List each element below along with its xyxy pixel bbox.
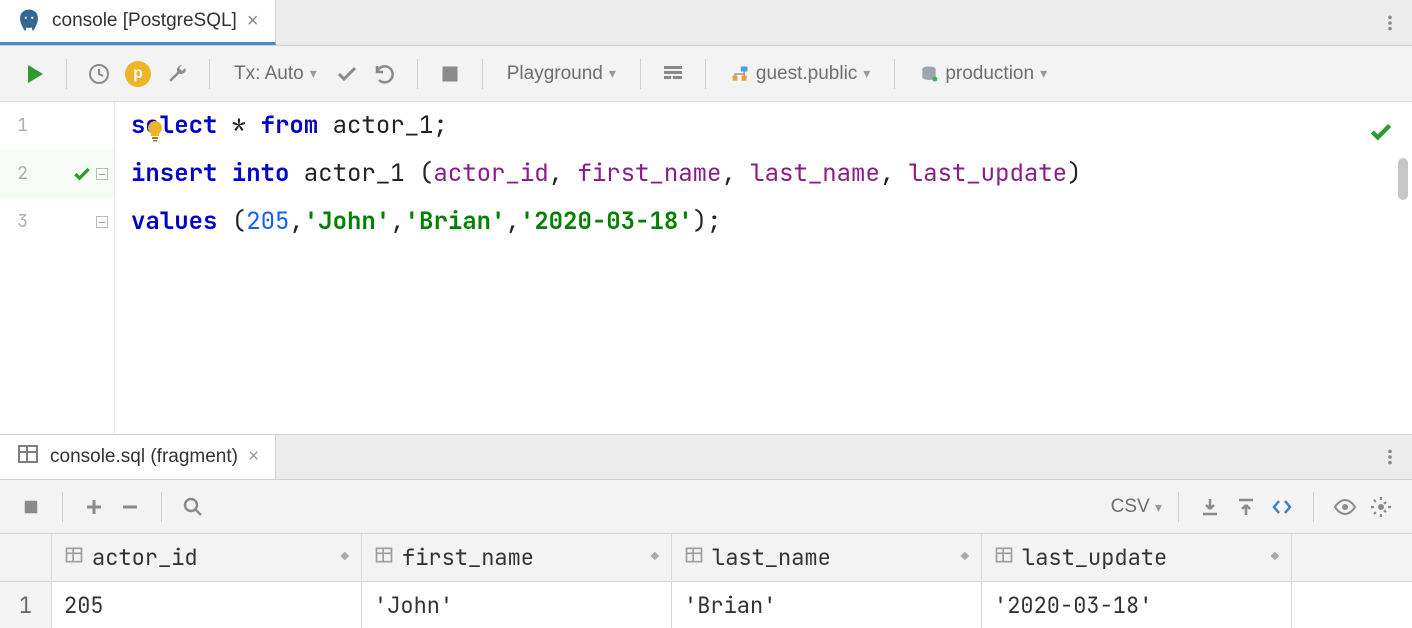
close-icon[interactable]: × [248,446,259,468]
sort-icon[interactable]: ◆ [1271,548,1279,566]
inspection-ok-icon[interactable] [1368,114,1394,162]
close-icon[interactable]: × [247,10,259,33]
postgres-icon [16,8,42,34]
column-label: actor_id [92,543,198,572]
table-icon [16,442,40,472]
column-label: last_name [712,543,831,572]
gear-icon[interactable] [1366,490,1396,524]
database-icon [919,64,939,84]
schema-label: guest.public [756,63,857,85]
editor-gutter: 1 2 3 [0,102,115,434]
chevron-down-icon: ▾ [310,65,317,82]
results-tab[interactable]: console.sql (fragment) × [0,435,276,479]
column-icon [684,543,704,572]
export-format-dropdown[interactable]: CSV ▾ [1111,496,1162,518]
column-label: first_name [402,543,534,572]
tab-options-icon[interactable] [1368,0,1412,45]
sort-icon[interactable]: ◆ [961,548,969,566]
history-icon[interactable] [83,56,115,92]
playground-label: Playground [507,63,603,85]
column-header[interactable]: actor_id ◆ [52,534,362,580]
sort-icon[interactable]: ◆ [651,548,659,566]
line-number: 2 [0,150,32,198]
cell[interactable]: 'Brian' [672,582,982,628]
chevron-down-icon: ▾ [1155,499,1162,515]
table-row[interactable]: 1 205 'John' 'Brian' '2020-03-18' [0,582,1412,628]
stop-icon[interactable] [434,56,466,92]
search-icon[interactable] [178,490,208,524]
results-tab-title: console.sql (fragment) [50,446,238,468]
cell[interactable]: 'John' [362,582,672,628]
sort-icon[interactable]: ◆ [341,548,349,566]
column-icon [374,543,394,572]
remove-row-button[interactable] [115,490,145,524]
upload-icon[interactable] [1231,490,1261,524]
schema-icon [730,64,750,84]
download-icon[interactable] [1195,490,1225,524]
eye-icon[interactable] [1330,490,1360,524]
row-number: 1 [0,582,52,628]
line-number: 3 [0,198,32,246]
editor-scrollbar[interactable] [1398,158,1408,200]
column-header[interactable]: last_update ◆ [982,534,1292,580]
wrench-icon[interactable] [161,56,193,92]
column-header[interactable]: first_name ◆ [362,534,672,580]
datasource-label: production [945,63,1034,85]
run-button[interactable] [18,56,50,92]
table-view-icon[interactable] [657,56,689,92]
editor-toolbar: p Tx: Auto ▾ Playground ▾ gu [0,46,1412,102]
compare-icon[interactable] [1267,490,1297,524]
column-label: last_update [1022,543,1167,572]
schema-dropdown[interactable]: guest.public ▾ [722,63,878,85]
rollback-icon[interactable] [369,56,401,92]
results-toolbar: CSV ▾ [0,480,1412,534]
column-icon [64,543,84,572]
sql-editor[interactable]: 1 2 3 select * from actor_1; insert into [0,102,1412,434]
row-number-header [0,534,52,580]
results-grid: actor_id ◆ first_name ◆ last_name ◆ last_up… [0,534,1412,628]
fold-icon[interactable] [96,216,108,228]
editor-tab-title: console [PostgreSQL] [52,10,237,32]
stop-icon[interactable] [16,490,46,524]
editor-tabbar: console [PostgreSQL] × [0,0,1412,46]
column-icon [994,543,1014,572]
cell[interactable]: '2020-03-18' [982,582,1292,628]
intention-bulb-icon[interactable] [143,112,167,136]
datasource-dropdown[interactable]: production ▾ [911,63,1055,85]
parameters-icon[interactable]: p [121,56,155,92]
results-tab-options-icon[interactable] [1368,435,1412,479]
add-row-button[interactable] [79,490,109,524]
tx-mode-dropdown[interactable]: Tx: Auto ▾ [226,63,325,85]
results-tabbar: console.sql (fragment) × [0,434,1412,480]
export-format-label: CSV [1111,496,1150,517]
cell[interactable]: 205 [52,582,362,628]
commit-icon[interactable] [331,56,363,92]
code-area[interactable]: select * from actor_1; insert into actor… [115,102,1412,434]
fold-icon[interactable] [96,168,108,180]
chevron-down-icon: ▾ [609,65,616,82]
run-ok-icon [72,164,92,184]
column-header[interactable]: last_name ◆ [672,534,982,580]
chevron-down-icon: ▾ [863,65,870,82]
chevron-down-icon: ▾ [1040,65,1047,82]
editor-tab-console[interactable]: console [PostgreSQL] × [0,0,276,45]
line-number: 1 [0,102,32,150]
tx-mode-label: Tx: Auto [234,63,304,85]
playground-dropdown[interactable]: Playground ▾ [499,63,624,85]
